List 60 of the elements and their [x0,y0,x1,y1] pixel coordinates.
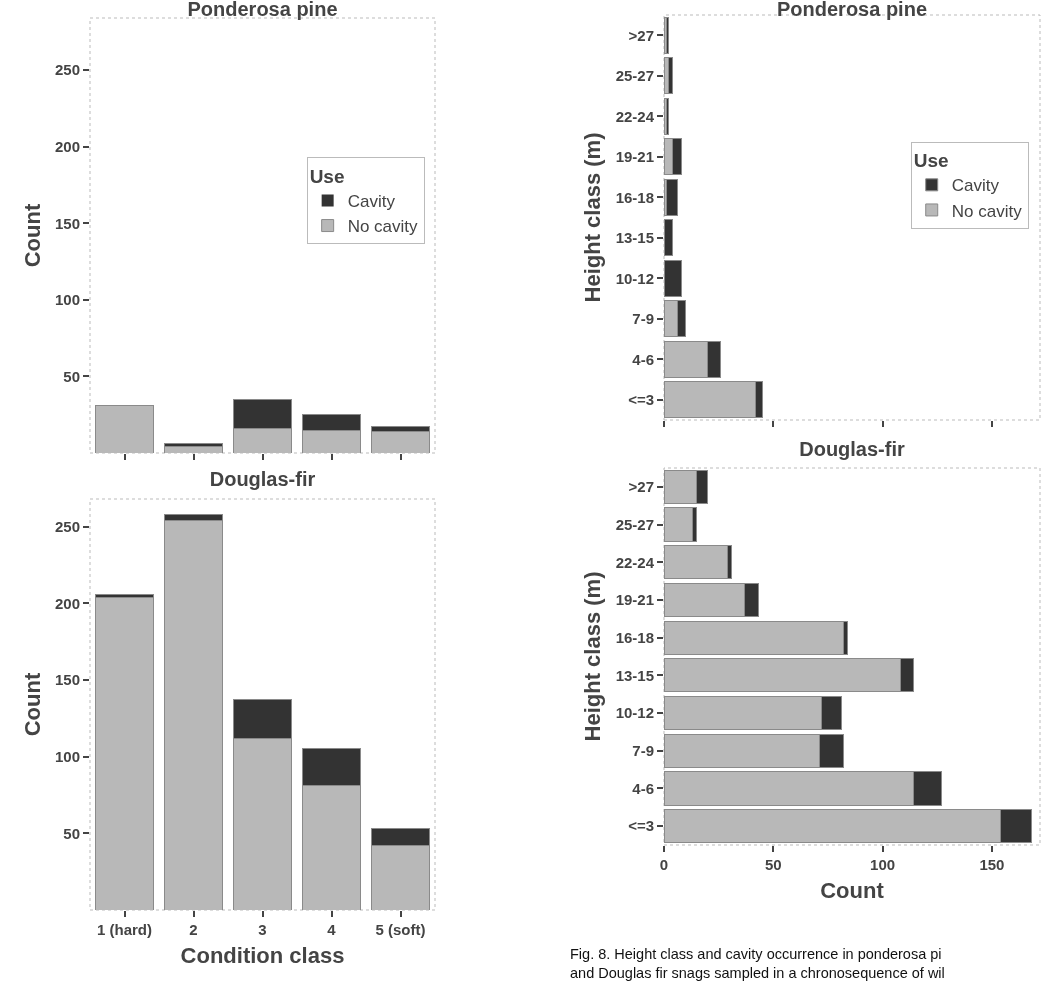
y-tick-label: 50 [63,367,80,385]
y-axis-title: Height class (m) [580,132,606,303]
y-tick-label: 200 [54,137,80,155]
y-tick-label: 4-6 [632,350,654,368]
y-tick-label: 7-9 [632,742,654,759]
y-tick-label: 19-21 [615,148,654,165]
y-tick-label: 13-15 [615,229,654,246]
y-tick-label: 22-24 [615,553,655,571]
y-axis-title: Count [19,203,45,268]
legend-label: Cavity [347,192,396,212]
y-tick-label: 200 [54,594,80,612]
y-tick-label: 100 [54,291,80,309]
y-tick-label: 16-18 [615,628,654,646]
bar [664,219,674,257]
legend-label: No cavity [347,217,419,237]
y-tick-label: >27 [628,478,654,496]
y-tick-label: 16-18 [615,188,654,206]
bar [665,178,678,216]
y-tick-label: 50 [63,824,80,842]
y-axis-title: Count [19,672,45,737]
chart-title: Douglas-fir [209,468,316,490]
bar [667,57,674,95]
chart-title: Douglas-fir [799,438,905,460]
x-axis-title: Count [820,877,885,903]
legend-title: Use [309,165,345,187]
y-tick-label: 19-21 [615,591,654,609]
bar [664,259,682,297]
x-tick-label: 2 [189,921,198,938]
y-tick-label: 10-12 [615,704,654,722]
y-tick-label: 22-24 [615,107,655,125]
x-tick-label: 150 [979,856,1005,873]
x-axis-title: Condition class [180,942,345,968]
x-tick-label: 4 [327,921,337,938]
y-tick-label: <=3 [628,391,654,408]
y-tick-label: 150 [54,214,80,232]
y-tick-label: >27 [628,26,654,44]
y-tick-label: 7-9 [632,310,654,327]
x-tick-label: 3 [258,921,267,938]
x-tick-label: 0 [659,856,669,873]
y-tick-label: 25-27 [615,515,654,533]
x-tick-label: 5 (soft) [375,921,426,938]
y-tick-label: <=3 [628,817,654,835]
y-tick-label: 25-27 [615,67,654,84]
legend-title: Use [913,150,949,172]
legend-label: No cavity [951,201,1023,221]
y-tick-label: 100 [54,747,80,765]
chart-title: Ponderosa pine [776,0,928,20]
y-tick-label: 13-15 [615,666,654,684]
y-tick-label: 150 [54,671,80,689]
y-tick-label: 250 [54,517,80,535]
x-tick-label: 1 (hard) [96,921,153,938]
y-tick-label: 250 [54,61,80,79]
x-tick-label: 50 [764,856,782,873]
y-tick-label: 4-6 [632,779,654,797]
caption: Fig. 8. Height class and cavity occurrence in ponderosa pi and Douglas fir snags sampled in a chronosequence of wil [570,946,945,981]
y-axis-title: Height class (m) [580,571,606,742]
x-tick-label: 100 [870,856,896,873]
legend-label: Cavity [951,176,1000,196]
y-tick-label: 10-12 [615,269,654,287]
chart-title: Ponderosa pine [187,0,338,20]
